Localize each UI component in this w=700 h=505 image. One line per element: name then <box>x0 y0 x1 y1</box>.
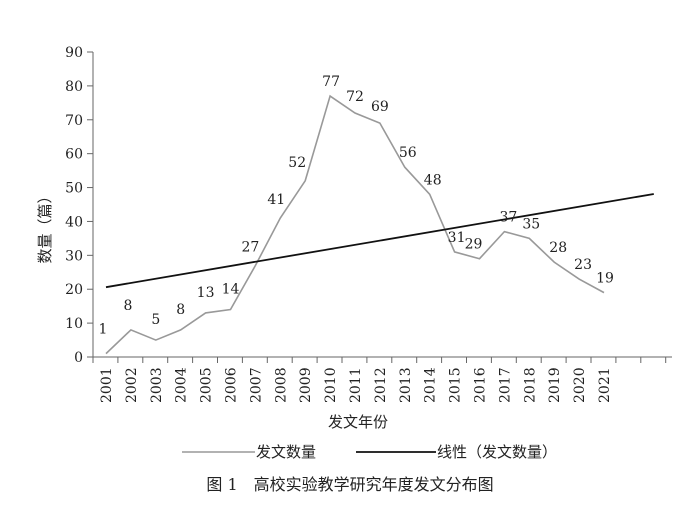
data-label: 8 <box>123 298 132 314</box>
data-label: 23 <box>574 257 592 273</box>
data-label: 14 <box>222 282 240 298</box>
data-label: 37 <box>499 210 517 226</box>
x-tick-label: 2015 <box>448 367 464 403</box>
data-label: 52 <box>288 155 306 171</box>
y-tick-label: 0 <box>74 350 83 366</box>
legend-label-trendline: 线性（发文数量） <box>437 443 557 461</box>
x-tick-label: 2005 <box>199 367 215 403</box>
figure-caption: 图 1 高校实验教学研究年度发文分布图 <box>206 475 493 494</box>
data-label: 13 <box>197 285 215 301</box>
y-tick-label: 20 <box>65 282 83 298</box>
data-label: 19 <box>596 271 614 287</box>
x-tick-label: 2009 <box>298 367 314 403</box>
data-label: 48 <box>424 172 442 188</box>
y-axis-title: 数量（篇） <box>36 188 54 263</box>
data-label: 77 <box>322 74 340 90</box>
x-tick-label: 2007 <box>248 367 264 403</box>
x-tick-label: 2002 <box>124 367 140 403</box>
legend: 发文数量 线性（发文数量） <box>182 443 557 461</box>
x-tick-label: 2004 <box>174 367 190 403</box>
y-tick-label: 80 <box>65 79 83 95</box>
x-tick-label: 2016 <box>473 367 489 403</box>
x-tick-label: 2020 <box>572 367 588 403</box>
x-tick-label: 2012 <box>373 367 389 403</box>
data-label: 8 <box>176 302 185 318</box>
data-label: 27 <box>241 240 259 256</box>
series-group <box>105 94 654 355</box>
x-tick-label: 2003 <box>149 367 165 403</box>
data-label: 5 <box>151 312 160 328</box>
data-label: 31 <box>448 230 466 246</box>
x-tick-label: 2013 <box>398 367 414 403</box>
y-tick-label: 70 <box>65 113 83 129</box>
y-tick-label: 90 <box>65 45 83 61</box>
x-axis-title: 发文年份 <box>328 413 388 431</box>
data-label: 29 <box>465 237 483 253</box>
x-tick-label: 2008 <box>273 367 289 403</box>
x-tick-label: 2011 <box>348 367 364 403</box>
data-label: 28 <box>549 240 567 256</box>
x-tick-label: 2021 <box>597 367 613 403</box>
data-label: 56 <box>399 145 417 161</box>
legend-label-series-count: 发文数量 <box>256 443 316 461</box>
x-axis-ticks: 2001 2002 2003 2004 2005 2006 2007 2008 2009 2010… <box>92 357 667 403</box>
y-tick-label: 10 <box>65 316 83 332</box>
x-tick-label: 2018 <box>522 367 538 403</box>
data-label: 69 <box>371 99 389 115</box>
y-tick-label: 60 <box>65 147 83 163</box>
data-label: 72 <box>346 89 364 105</box>
y-tick-label: 40 <box>65 214 83 230</box>
data-label: 35 <box>522 216 540 232</box>
x-tick-label: 2017 <box>497 367 513 403</box>
y-tick-label: 50 <box>65 181 83 197</box>
x-tick-label: 2006 <box>224 367 240 403</box>
data-label: 41 <box>267 192 285 208</box>
y-tick-label: 30 <box>65 248 83 264</box>
series-line-trendline <box>105 193 654 289</box>
x-tick-label: 2014 <box>423 367 439 403</box>
x-tick-label: 2010 <box>323 367 339 403</box>
y-axis-ticks: 0 10 20 30 40 50 60 70 80 90 <box>65 45 93 366</box>
series-line-count <box>105 94 605 355</box>
x-tick-label: 2019 <box>547 367 563 403</box>
x-tick-label: 2001 <box>99 367 115 403</box>
data-label: 1 <box>99 322 108 338</box>
